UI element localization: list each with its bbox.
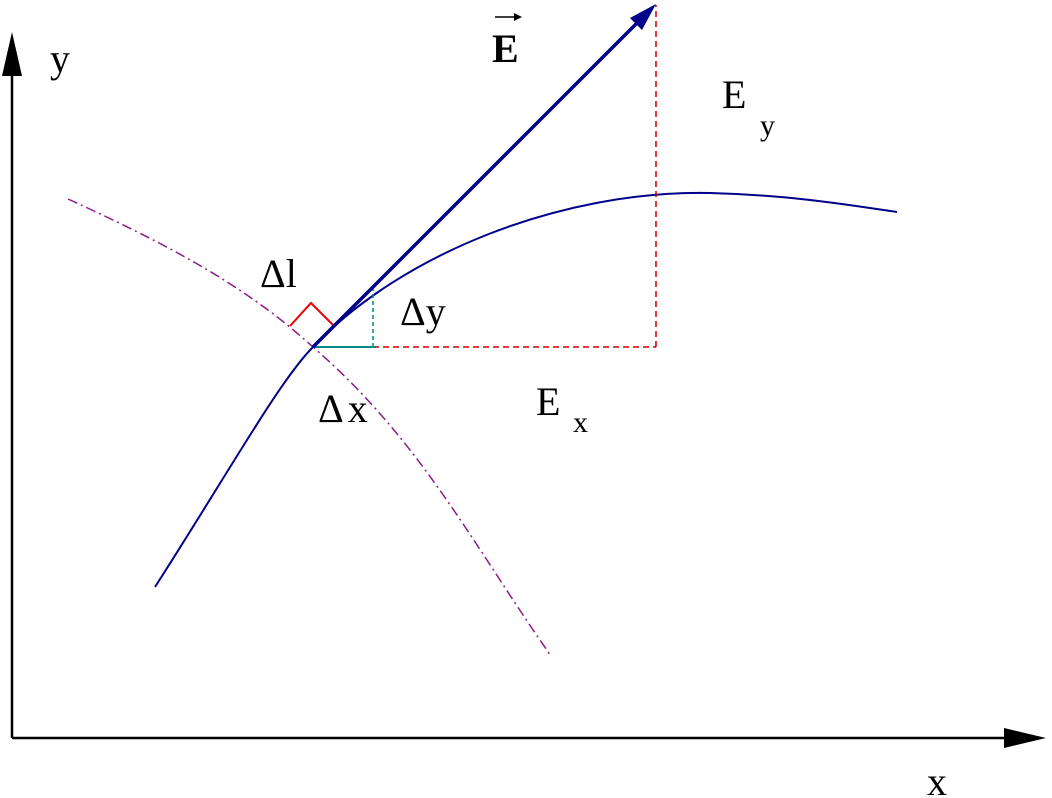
right-angle [289, 301, 334, 327]
y-axis-arrow [2, 32, 22, 76]
vector-label: E [492, 26, 519, 71]
x-axis-arrow [1004, 728, 1046, 748]
equipotential-curve [67, 198, 552, 657]
field-line [154, 191, 898, 588]
vector-bar-head [514, 13, 522, 21]
ex-label: E [536, 379, 560, 424]
delta-x-label: Δx [318, 386, 372, 431]
y-axis-label: y [50, 36, 70, 81]
ex-subscript: x [573, 406, 588, 439]
delta-y-label: Δy [400, 289, 446, 334]
x-axis-label: x [927, 759, 947, 798]
e-vector-head [630, 4, 656, 30]
ey-label: E [722, 72, 746, 117]
ey-subscript: y [760, 109, 775, 142]
e-vector [311, 13, 647, 349]
delta-l-label: Δl [260, 251, 297, 296]
